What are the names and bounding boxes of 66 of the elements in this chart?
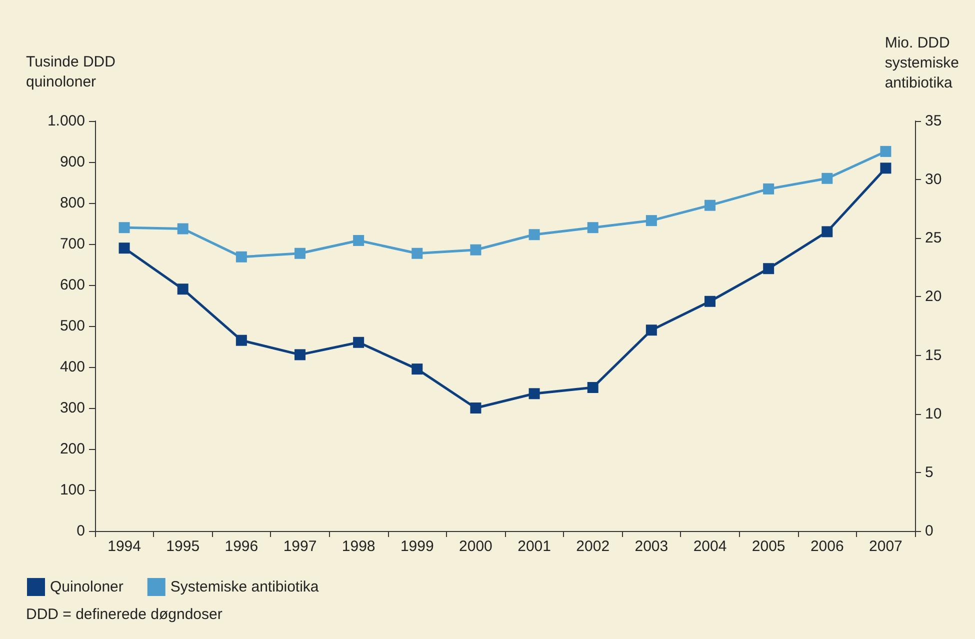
- point: [118, 242, 130, 254]
- point: [646, 324, 657, 336]
- y2-tick-label: 5: [925, 464, 934, 481]
- x-tick-label: 1994: [108, 538, 141, 555]
- point: [880, 162, 892, 174]
- point: [470, 244, 482, 256]
- x-tick-label: 1998: [342, 538, 376, 555]
- point: [763, 263, 774, 274]
- x-tick-label: 2001: [518, 538, 551, 555]
- point: [353, 336, 364, 348]
- point: [763, 183, 774, 194]
- point: [177, 284, 188, 295]
- point: [236, 334, 247, 346]
- point: [587, 382, 598, 393]
- x-tick-label: 2006: [810, 538, 844, 555]
- point: [236, 251, 247, 262]
- point: [704, 296, 716, 307]
- y-axis-title: Tusinde DDD quinoloner: [26, 54, 116, 90]
- x-tick-label: 2002: [576, 538, 610, 555]
- y2-tick-label: 10: [925, 405, 942, 422]
- y2-tick-label: 25: [925, 230, 942, 247]
- point: [412, 248, 423, 259]
- point: [177, 223, 188, 234]
- point: [294, 248, 306, 259]
- x-tick-label: 1999: [400, 538, 434, 555]
- y-tick-label: 200: [60, 440, 85, 458]
- point: [412, 364, 423, 375]
- point: [587, 222, 598, 234]
- y-tick-label: 300: [60, 400, 85, 416]
- point: [646, 215, 657, 226]
- y-tick-label: 100: [60, 482, 85, 498]
- point: [528, 229, 540, 240]
- x-tick-label: 2005: [752, 538, 786, 555]
- point: [528, 388, 540, 400]
- y2-axis-title: Mio. DDD systemiske antibiotika: [884, 34, 960, 92]
- x-tick-label: 1997: [283, 538, 317, 555]
- x-tick-label: 2007: [869, 538, 902, 555]
- legend-label: Quinoloner: [50, 578, 124, 596]
- y-tick-label: 400: [60, 358, 85, 376]
- y2-tick-label: 35: [925, 112, 942, 130]
- y-tick-label: 500: [60, 318, 85, 334]
- y-tick-label: 900: [60, 154, 85, 170]
- point: [118, 222, 130, 234]
- point: [880, 146, 892, 157]
- text: DDD = definerede døgndoser: [26, 606, 222, 623]
- y2-tick-label: 30: [925, 171, 942, 188]
- y-tick-label: 700: [60, 236, 85, 252]
- point: [822, 172, 833, 184]
- y-tick-label: 1.000: [47, 112, 85, 130]
- y-tick-label: 800: [60, 194, 85, 212]
- y-tick-label: 0: [76, 522, 85, 540]
- point: [822, 226, 833, 238]
- x-tick-label: 1996: [224, 538, 258, 555]
- point: [294, 349, 306, 360]
- x-tick-label: 2003: [634, 538, 668, 555]
- point: [470, 402, 482, 414]
- y2-tick-label: 20: [925, 288, 942, 306]
- point: [704, 200, 716, 211]
- x-tick-label: 1995: [166, 538, 200, 555]
- y2-tick-label: 0: [925, 522, 934, 540]
- y-tick-label: 600: [60, 276, 85, 294]
- x-tick-label: 2004: [693, 538, 727, 555]
- point: [353, 234, 364, 246]
- legend-label: Systemiske antibiotika: [170, 578, 320, 596]
- x-tick-label: 2000: [459, 538, 492, 555]
- y2-tick-label: 15: [925, 346, 942, 364]
